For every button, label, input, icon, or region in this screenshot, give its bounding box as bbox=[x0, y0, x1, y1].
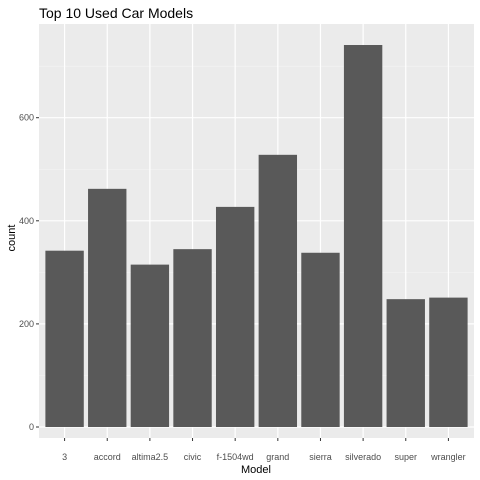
x-tick-label: super bbox=[395, 452, 418, 462]
x-tick-label: wrangler bbox=[430, 452, 466, 462]
bar-3 bbox=[45, 250, 84, 427]
y-tick-label: 200 bbox=[19, 319, 34, 329]
bar-grand bbox=[258, 154, 298, 428]
x-tick-label: grand bbox=[266, 452, 289, 462]
bar-f-1504wd bbox=[215, 206, 255, 427]
y-tick-label: 0 bbox=[29, 422, 34, 432]
x-tick-label: altima2.5 bbox=[132, 452, 169, 462]
bars bbox=[45, 45, 468, 428]
y-tick-label: 400 bbox=[19, 216, 34, 226]
bar-civic bbox=[173, 249, 212, 427]
chart-title: Top 10 Used Car Models bbox=[39, 5, 193, 21]
x-axis-ticks: 3 accord altima2.5 civic f-1504wd grand sierra… bbox=[62, 438, 466, 462]
x-tick-label: f-1504wd bbox=[217, 452, 254, 462]
bar-altima2.5 bbox=[130, 264, 170, 427]
x-tick-label: civic bbox=[184, 452, 202, 462]
x-tick-label: silverado bbox=[345, 452, 381, 462]
bar-silverado bbox=[343, 45, 383, 428]
bar-accord bbox=[88, 188, 127, 427]
y-axis-title: count bbox=[6, 225, 18, 252]
x-tick-label: 3 bbox=[62, 452, 67, 462]
y-axis-ticks: 0 200 400 600 bbox=[19, 113, 39, 432]
bar-wrangler bbox=[429, 297, 468, 427]
x-axis-title: Model bbox=[241, 464, 271, 476]
x-tick-label: accord bbox=[94, 452, 121, 462]
y-tick-label: 600 bbox=[19, 113, 34, 123]
bar-sierra bbox=[301, 252, 340, 427]
x-tick-label: sierra bbox=[309, 452, 332, 462]
bar-super bbox=[386, 299, 425, 427]
